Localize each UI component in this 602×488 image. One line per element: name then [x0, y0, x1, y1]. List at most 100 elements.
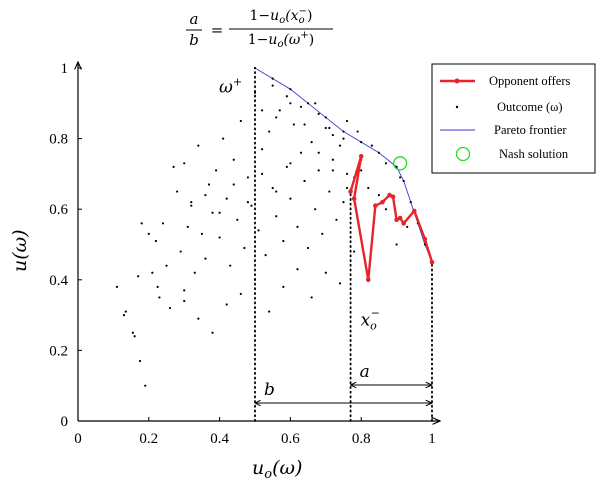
outcome-point: [317, 169, 320, 172]
opponent-offer-point: [412, 208, 417, 214]
outcome-point: [268, 310, 271, 313]
outcome-point: [271, 186, 274, 190]
opponent-offer-point: [380, 199, 385, 205]
legend-outcome-label: Outcome (ω): [497, 100, 563, 114]
outcome-point: [303, 179, 306, 183]
formula-den-sub: o: [277, 39, 283, 50]
outcome-point: [260, 148, 264, 151]
outcome-point: [275, 190, 278, 193]
outcome-point: [307, 246, 310, 250]
outcome-point: [257, 229, 260, 232]
formula-lhs-denominator: b: [189, 31, 199, 49]
opponent-offer-point: [390, 194, 396, 200]
outcome-point: [260, 172, 264, 175]
x-o-minus-label: xo−: [361, 307, 380, 333]
outcome-point: [232, 158, 235, 161]
legend-opponent-label: Opponent offers: [489, 74, 570, 88]
outcome-point: [370, 144, 373, 147]
outcome-point: [133, 335, 136, 338]
formula-den-close: ): [309, 32, 314, 48]
outcome-point: [342, 201, 345, 204]
outcome-point: [137, 275, 140, 278]
outcome-point: [338, 282, 342, 285]
outcome-point: [331, 133, 334, 137]
omega-plus-label-main: ω: [219, 78, 233, 98]
outcome-point: [324, 271, 327, 274]
formula-num-u: u: [270, 8, 279, 24]
outcome-point: [225, 303, 228, 306]
opponent-offer-point: [422, 236, 428, 242]
outcome-point: [285, 165, 288, 168]
outcome-point: [303, 123, 306, 126]
outcome-point: [335, 218, 338, 221]
formula: a b = 1−uo(xo−) 1−uo(ω+): [186, 6, 333, 50]
omega-plus-label-sup: +: [233, 76, 242, 89]
outcome-point: [342, 137, 345, 140]
outcome-point: [289, 197, 292, 200]
outcome-point: [292, 123, 296, 126]
legend-outcome-marker: [455, 105, 459, 109]
outcome-point: [218, 236, 221, 239]
outcome-point: [278, 109, 281, 112]
outcome-point: [172, 165, 175, 168]
outcome-point: [225, 197, 228, 200]
outcome-point: [156, 285, 159, 288]
formula-num-arg-sub: o: [299, 15, 305, 26]
outcome-point: [222, 137, 225, 140]
opponent-offer-point: [429, 259, 435, 265]
outcome-point: [360, 169, 363, 172]
axes: [78, 62, 440, 421]
y-tick-label: 0.6: [49, 202, 68, 218]
pareto-point: [342, 130, 345, 133]
outcome-point: [140, 222, 143, 225]
pareto-point: [307, 102, 310, 105]
span-a-label: a: [360, 362, 370, 382]
outcome-point: [345, 172, 349, 175]
outcome-point: [151, 271, 154, 274]
x-tick-label: 0.4: [210, 431, 229, 447]
x-axis-label-sub: o: [264, 467, 272, 482]
outcome-point: [186, 225, 189, 228]
formula-denominator: 1−uo(ω+): [248, 30, 314, 50]
outcome-point: [144, 384, 147, 387]
outcome-point: [275, 116, 278, 119]
outcome-point: [296, 268, 299, 271]
formula-num-arg: (x: [285, 8, 298, 24]
y-tick-label: 0.2: [49, 343, 68, 359]
outcome-point: [282, 285, 285, 288]
x-o-minus-label-sub: o: [370, 320, 377, 333]
outcome-point: [377, 193, 380, 197]
outcome-point: [229, 264, 232, 267]
outcome-point: [232, 183, 235, 186]
opponent-offer-point: [348, 189, 353, 194]
outcome-point: [124, 310, 127, 313]
outcome-point: [115, 285, 119, 288]
pareto-point: [289, 88, 292, 91]
outcome-point: [399, 176, 402, 179]
outcome-point: [122, 314, 126, 317]
outcome-point: [250, 204, 253, 207]
reference-lines: ω+ xo− a b: [219, 67, 433, 422]
formula-num-prefix: 1−: [250, 8, 271, 24]
outcome-point: [200, 232, 203, 236]
outcome-point: [161, 222, 165, 225]
formula-den-arg: (ω: [283, 32, 300, 48]
outcome-point: [328, 126, 331, 130]
outcome-point: [183, 289, 186, 292]
outcome-point: [331, 158, 334, 161]
pareto-line: [254, 67, 433, 263]
outcome-point: [271, 84, 274, 87]
pareto-point: [402, 179, 405, 183]
x-axis-label: uo(ω): [252, 457, 302, 482]
formula-num-close: ): [307, 8, 312, 24]
x-tick-label: 0: [74, 431, 82, 447]
outcome-point: [345, 186, 349, 190]
opponent-offer-point: [365, 277, 371, 283]
outcome-point: [395, 243, 398, 246]
outcome-points: [115, 84, 409, 387]
outcome-point: [356, 130, 359, 133]
outcome-point: [243, 246, 246, 250]
outcome-point: [264, 253, 267, 257]
y-axis-label-main: u: [9, 260, 31, 272]
outcome-point: [299, 151, 303, 154]
